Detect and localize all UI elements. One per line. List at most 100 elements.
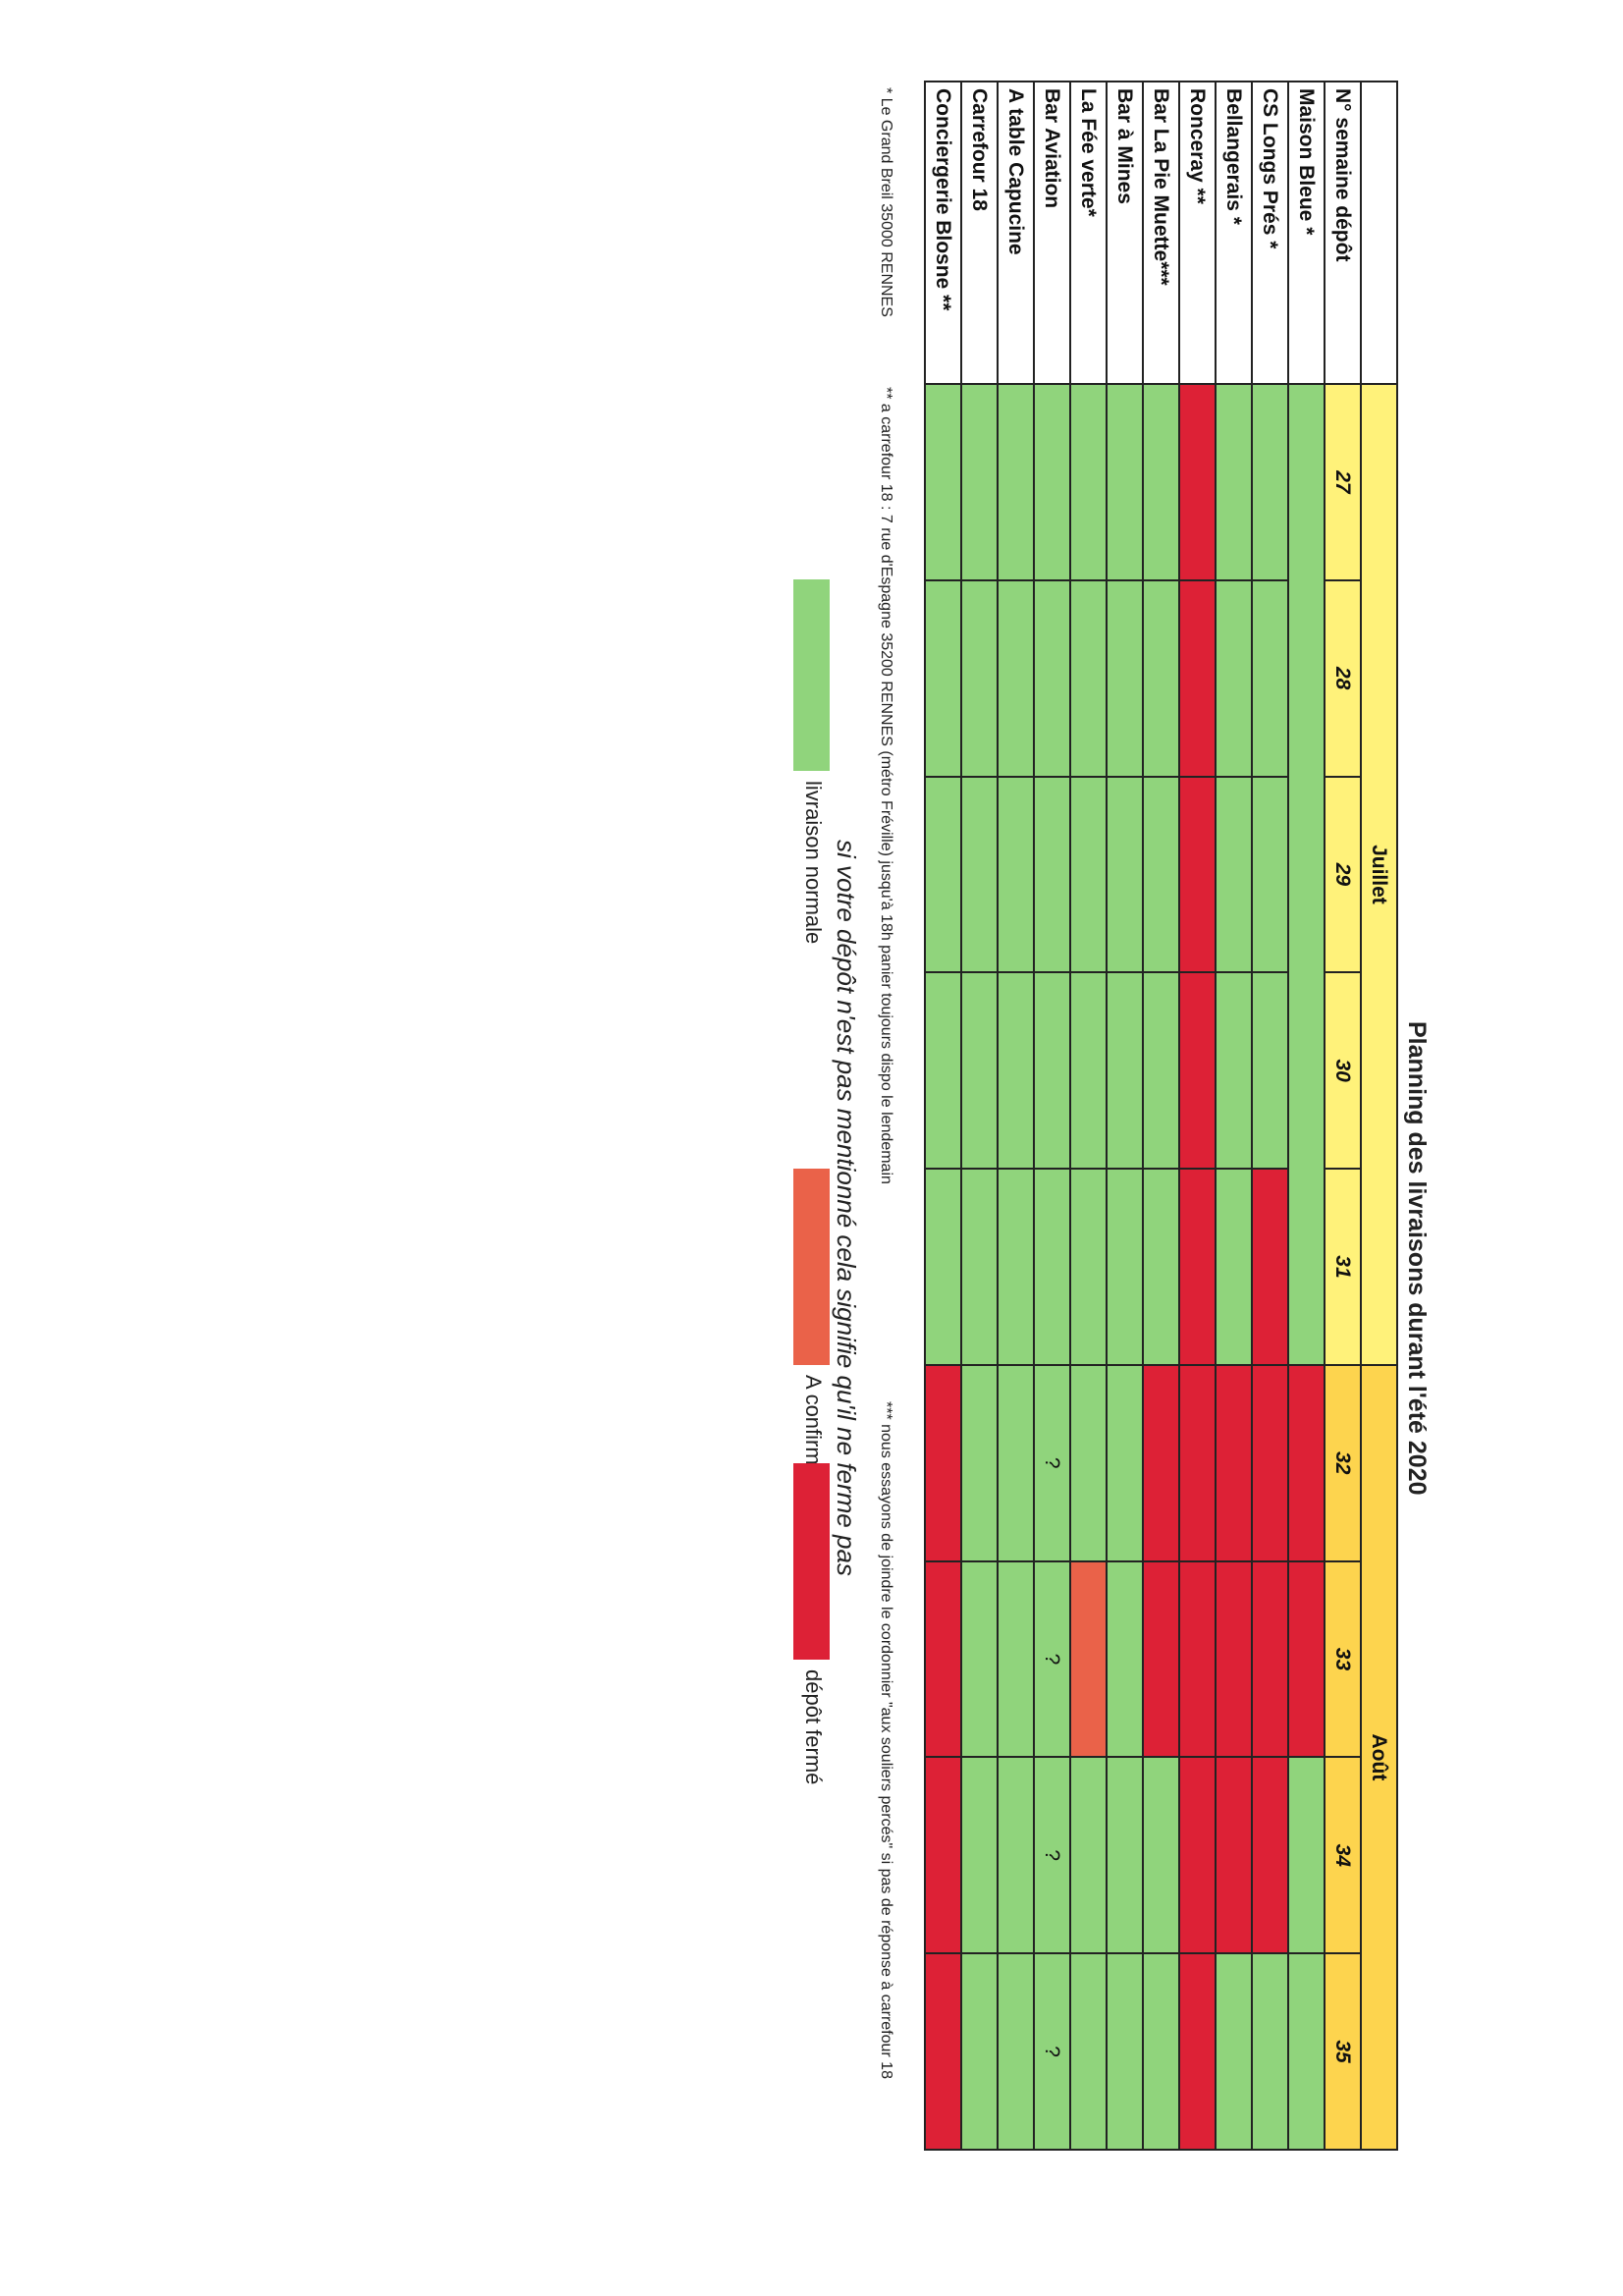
status-cell xyxy=(998,1169,1034,1365)
status-cell xyxy=(1216,384,1252,580)
status-cell xyxy=(925,972,961,1170)
status-cell xyxy=(1070,579,1107,777)
status-cell: ? xyxy=(1034,1757,1070,1954)
status-cell xyxy=(1288,1953,1325,2150)
month-row: Juillet Août xyxy=(1361,82,1397,2150)
status-cell xyxy=(961,1560,998,1758)
status-cell xyxy=(1252,579,1288,777)
remark: si votre dépôt n'est pas mentionné cela … xyxy=(832,840,861,1576)
status-cell xyxy=(1288,1757,1325,1954)
status-cell xyxy=(1143,1757,1179,1954)
legend-label: dépôt fermé xyxy=(801,1669,826,1785)
status-cell xyxy=(1216,1364,1252,1561)
legend-label: livraison normale xyxy=(801,781,826,945)
week-number: 32 xyxy=(1325,1364,1361,1561)
status-cell: ? xyxy=(1034,1953,1070,2150)
status-cell xyxy=(1143,384,1179,580)
status-cell xyxy=(998,1953,1034,2150)
status-cell xyxy=(925,579,961,777)
status-cell xyxy=(998,1757,1034,1954)
status-cell xyxy=(1288,1560,1325,1758)
depot-name: La Fée verte* xyxy=(1070,82,1107,384)
week-number: 30 xyxy=(1325,972,1361,1170)
legend-swatch xyxy=(793,579,830,771)
status-cell xyxy=(1107,1757,1143,1954)
status-cell xyxy=(1179,972,1216,1170)
legend-swatch xyxy=(793,1463,830,1660)
depot-name: Conciergerie Blosne ** xyxy=(925,82,961,384)
footnote: *** nous essayons de joindre le cordonni… xyxy=(878,1401,894,2079)
status-cell xyxy=(1179,1953,1216,2150)
depot-name: Carrefour 18 xyxy=(961,82,998,384)
corner-cell xyxy=(1361,82,1397,384)
footnote: ** a carrefour 18 : 7 rue d'Espagne 3520… xyxy=(878,387,894,1184)
depot-row: CS Longs Prés * xyxy=(1252,82,1288,2150)
status-cell xyxy=(1252,776,1288,973)
status-cell xyxy=(1288,1169,1325,1365)
status-cell xyxy=(925,384,961,580)
status-cell xyxy=(1143,1560,1179,1758)
title: Planning des livraisons durant l'été 202… xyxy=(1403,1021,1431,1496)
status-cell xyxy=(961,579,998,777)
status-cell xyxy=(1070,1560,1107,1758)
status-cell xyxy=(925,1560,961,1758)
cell-mark: ? xyxy=(1041,1456,1064,1469)
status-cell xyxy=(961,776,998,973)
status-cell xyxy=(1179,384,1216,580)
status-cell xyxy=(925,1953,961,2150)
status-cell xyxy=(1143,972,1179,1170)
status-cell xyxy=(1252,972,1288,1170)
depot-row: Carrefour 18 xyxy=(961,82,998,2150)
status-cell xyxy=(1216,1953,1252,2150)
status-cell xyxy=(1107,384,1143,580)
depot-name: Bellangerais * xyxy=(1216,82,1252,384)
status-cell xyxy=(1252,1560,1288,1758)
status-cell: ? xyxy=(1034,1364,1070,1561)
status-cell xyxy=(1143,1364,1179,1561)
status-cell xyxy=(1107,776,1143,973)
week-number: 27 xyxy=(1325,384,1361,580)
cell-mark: ? xyxy=(1041,2046,1064,2057)
week-label: N° semaine dépôt xyxy=(1325,82,1361,384)
status-cell xyxy=(998,1560,1034,1758)
status-cell xyxy=(961,1953,998,2150)
status-cell xyxy=(1143,579,1179,777)
week-number: 33 xyxy=(1325,1560,1361,1758)
week-number: 29 xyxy=(1325,776,1361,973)
status-cell xyxy=(925,1169,961,1365)
depot-name: CS Longs Prés * xyxy=(1252,82,1288,384)
depot-row: Bar La Pie Muette*** xyxy=(1143,82,1179,2150)
status-cell xyxy=(1070,1364,1107,1561)
cell-mark: ? xyxy=(1041,1849,1064,1862)
status-cell xyxy=(1252,1169,1288,1365)
status-cell xyxy=(1034,1169,1070,1365)
footnote: * Le Grand Breil 35000 RENNES xyxy=(878,87,894,317)
status-cell xyxy=(1143,1953,1179,2150)
status-cell xyxy=(1179,1169,1216,1365)
depot-row: Bar à Mines xyxy=(1107,82,1143,2150)
status-cell xyxy=(1252,384,1288,580)
status-cell xyxy=(1107,1953,1143,2150)
depot-row: Bar Aviation???? xyxy=(1034,82,1070,2150)
status-cell xyxy=(1143,776,1179,973)
week-number: 35 xyxy=(1325,1953,1361,2150)
status-cell xyxy=(1107,972,1143,1170)
depot-row: Bellangerais * xyxy=(1216,82,1252,2150)
week-row: N° semaine dépôt 27 28 29 30 31 32 33 34 35 xyxy=(1325,82,1361,2150)
status-cell xyxy=(1216,1169,1252,1365)
status-cell xyxy=(998,579,1034,777)
status-cell xyxy=(998,776,1034,973)
status-cell xyxy=(961,1169,998,1365)
status-cell xyxy=(1179,1364,1216,1561)
status-cell xyxy=(1107,579,1143,777)
status-cell xyxy=(1216,579,1252,777)
status-cell xyxy=(1216,1560,1252,1758)
status-cell xyxy=(1252,1757,1288,1954)
status-cell xyxy=(1216,776,1252,973)
status-cell xyxy=(1179,1560,1216,1758)
depot-name: Bar Aviation xyxy=(1034,82,1070,384)
status-cell xyxy=(1070,1169,1107,1365)
depot-row: A table Capucine xyxy=(998,82,1034,2150)
status-cell xyxy=(1288,1364,1325,1561)
